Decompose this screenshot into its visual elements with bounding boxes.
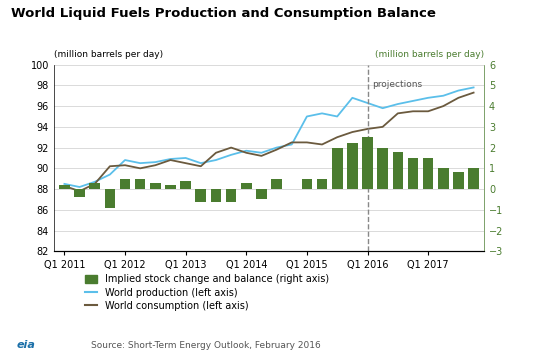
Bar xyxy=(468,168,479,189)
Bar xyxy=(195,189,206,201)
Bar xyxy=(74,189,85,197)
Bar xyxy=(453,172,464,189)
Legend: Implied stock change and balance (right axis), World production (left axis), Wor: Implied stock change and balance (right … xyxy=(82,271,332,314)
Text: Source: Short-Term Energy Outlook, February 2016: Source: Short-Term Energy Outlook, Febru… xyxy=(91,341,321,350)
Text: World Liquid Fuels Production and Consumption Balance: World Liquid Fuels Production and Consum… xyxy=(11,7,436,20)
Bar xyxy=(104,189,115,208)
Bar xyxy=(377,148,388,189)
Bar xyxy=(211,189,221,201)
Bar xyxy=(438,168,449,189)
Bar xyxy=(423,158,434,189)
Bar xyxy=(135,179,145,189)
Text: eia: eia xyxy=(16,340,35,350)
Bar xyxy=(89,183,100,189)
Bar xyxy=(226,189,236,201)
Text: (million barrels per day): (million barrels per day) xyxy=(375,50,484,59)
Bar xyxy=(317,179,327,189)
Bar xyxy=(241,183,252,189)
Bar xyxy=(150,183,161,189)
Bar xyxy=(408,158,418,189)
Bar xyxy=(120,179,130,189)
Bar xyxy=(165,185,176,189)
Bar xyxy=(362,137,373,189)
Text: projections: projections xyxy=(372,80,422,89)
Bar xyxy=(393,152,403,189)
Bar xyxy=(347,144,358,189)
Bar xyxy=(59,185,70,189)
Bar xyxy=(302,179,312,189)
Text: (million barrels per day): (million barrels per day) xyxy=(54,50,163,59)
Bar xyxy=(332,148,343,189)
Bar xyxy=(271,179,282,189)
Bar xyxy=(180,181,191,189)
Bar xyxy=(256,189,267,200)
